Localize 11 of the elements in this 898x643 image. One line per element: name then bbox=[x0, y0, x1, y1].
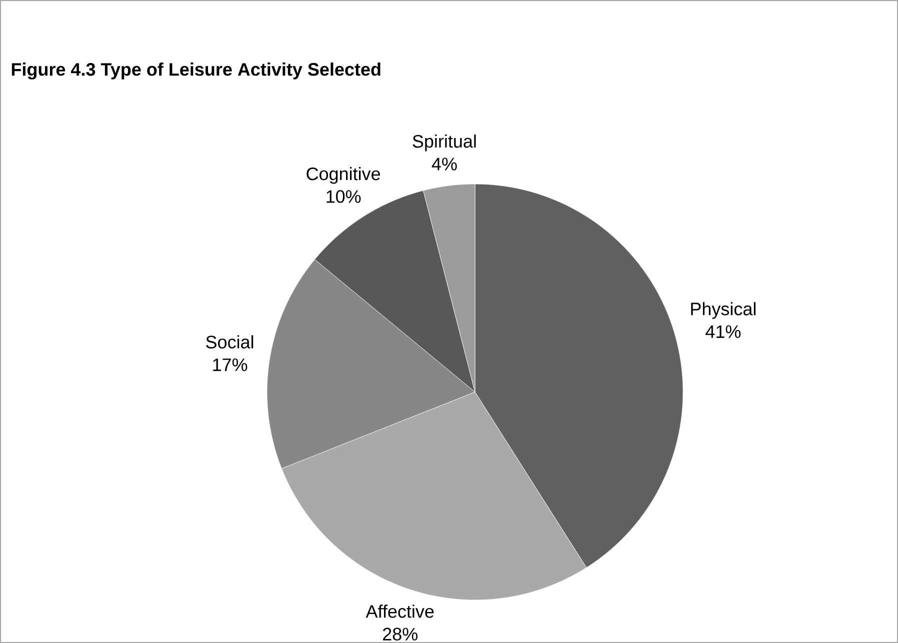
slice-label: Spiritual bbox=[412, 134, 476, 152]
slice-label: Cognitive bbox=[306, 166, 380, 184]
slice-label: Physical bbox=[691, 302, 756, 319]
data-label: 41% bbox=[706, 325, 741, 338]
data-label: 10% bbox=[326, 190, 361, 203]
data-label: 4% bbox=[432, 158, 457, 170]
data-label: 17% bbox=[213, 358, 248, 371]
data-label: 28% bbox=[382, 628, 418, 640]
slice-label: Affective bbox=[366, 604, 434, 618]
chart-title: Figure 4.3 Type of Leisure Activity Selected bbox=[12, 62, 380, 80]
slice-label: Social bbox=[206, 335, 254, 348]
